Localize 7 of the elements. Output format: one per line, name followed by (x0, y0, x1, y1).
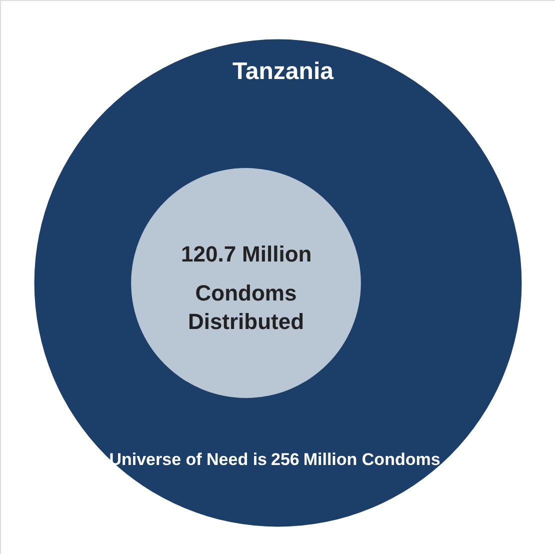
category-label: Condoms Distributed (188, 280, 304, 334)
category-label: Universe of Need is (109, 450, 267, 469)
text: Million Condoms (303, 450, 440, 469)
text: Million (242, 241, 312, 266)
data-label: 120.7 (181, 241, 236, 266)
text: Tanzania (232, 58, 334, 85)
data-label: 256 (271, 450, 300, 469)
